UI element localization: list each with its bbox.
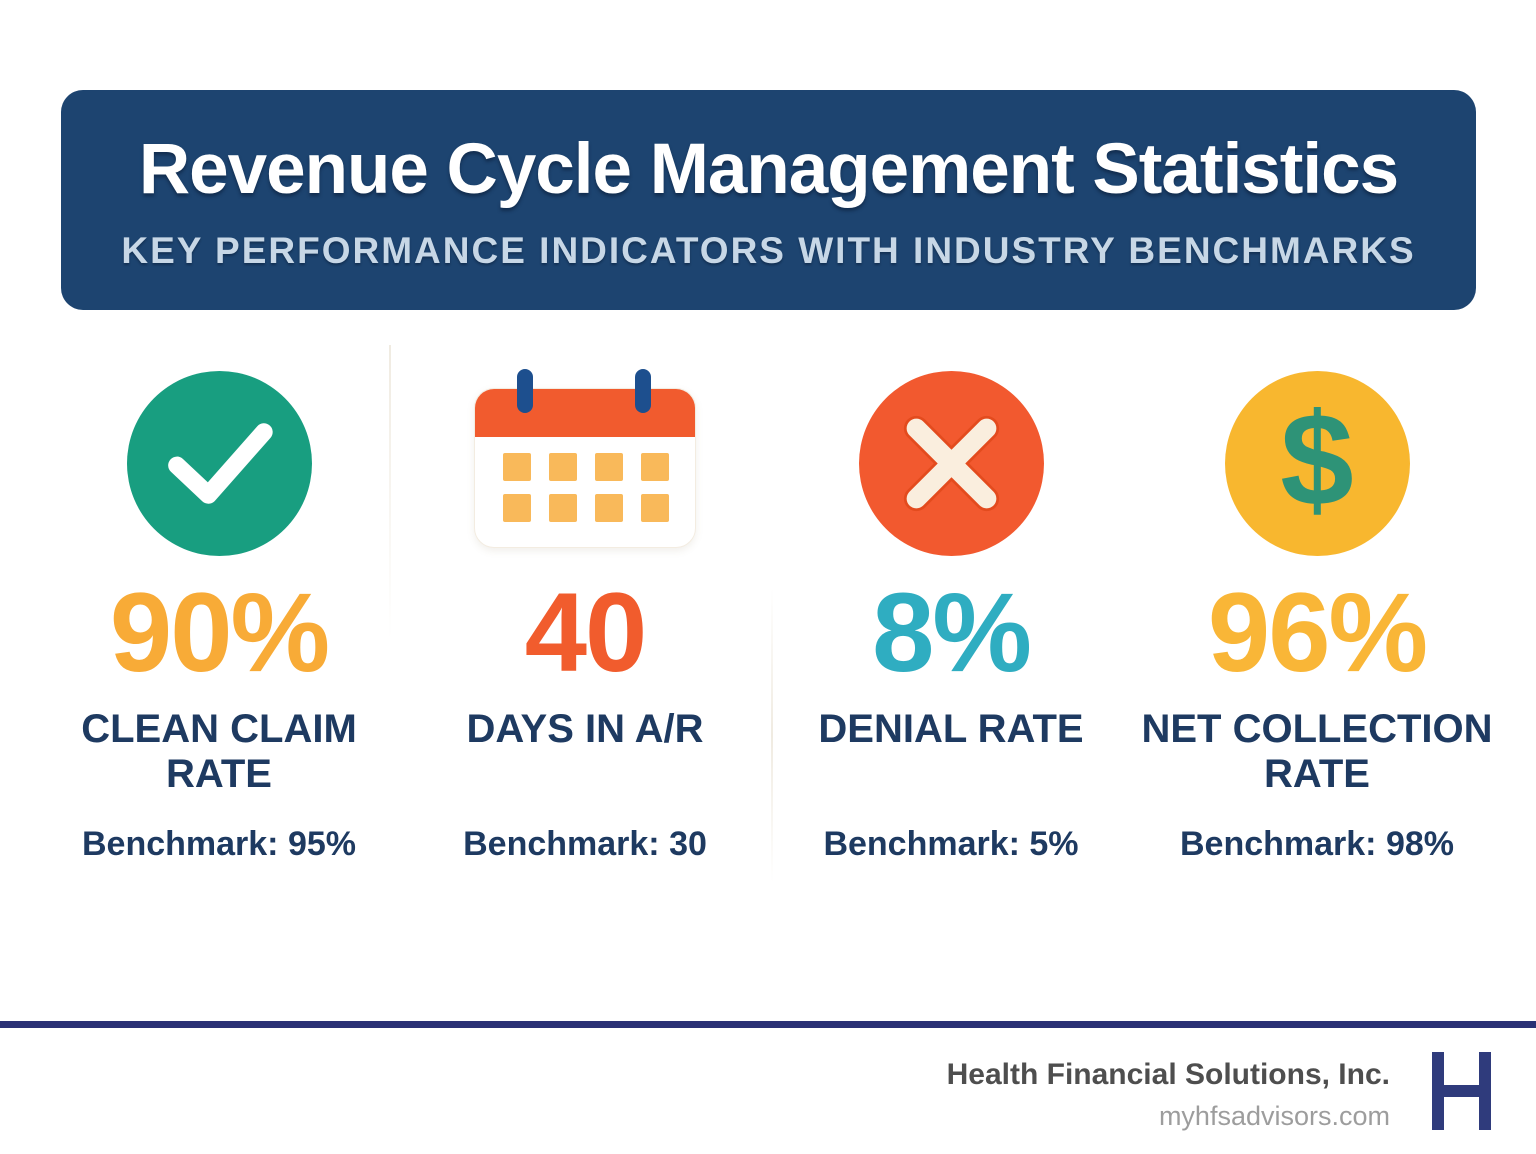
kpi-label: CLEAN CLAIM RATE	[81, 707, 357, 796]
footer-divider-line	[0, 1021, 1536, 1028]
x-circle-icon	[858, 367, 1044, 559]
kpi-benchmark: Benchmark: 95%	[81, 825, 356, 863]
kpi-value: 40	[524, 570, 648, 695]
calendar-header-bar	[475, 389, 695, 437]
calendar-icon	[474, 367, 696, 559]
kpi-card-clean-claim-rate: 90% CLEAN CLAIM RATE Benchmark: 95%	[36, 345, 402, 864]
page-subtitle: KEY PERFORMANCE INDICATORS WITH INDUSTRY…	[121, 229, 1416, 271]
company-website: myhfsadvisors.com	[1158, 1101, 1390, 1131]
company-logo-h-icon	[1432, 1052, 1491, 1130]
calendar-body	[474, 369, 696, 548]
kpi-card-net-collection-rate: $ 96% NET COLLECTION RATE Benchmark: 98%	[1134, 345, 1500, 864]
kpi-benchmark: Benchmark: 98%	[1179, 825, 1454, 863]
page-title: Revenue Cycle Management Statistics	[138, 129, 1399, 209]
column-divider	[389, 345, 391, 640]
kpi-card-days-in-ar: 40 DAYS IN A/R Benchmark: 30	[402, 345, 768, 864]
header-banner: Revenue Cycle Management Statistics KEY …	[61, 90, 1476, 310]
company-name: Health Financial Solutions, Inc.	[946, 1058, 1390, 1091]
calendar-ring	[517, 369, 533, 413]
kpi-value: 96%	[1207, 570, 1428, 695]
check-circle-icon	[126, 367, 312, 559]
calendar-date-grid	[503, 453, 669, 522]
kpi-label: DAYS IN A/R	[466, 707, 704, 751]
kpi-label: DENIAL RATE	[818, 707, 1084, 751]
kpi-row: 90% CLEAN CLAIM RATE Benchmark: 95% 40 D…	[36, 345, 1500, 864]
kpi-benchmark: Benchmark: 30	[463, 825, 707, 863]
kpi-label: NET COLLECTION RATE	[1141, 707, 1493, 796]
kpi-value: 90%	[109, 570, 330, 695]
kpi-card-denial-rate: 8% DENIAL RATE Benchmark: 5%	[768, 345, 1134, 864]
kpi-benchmark: Benchmark: 5%	[823, 825, 1079, 863]
calendar-ring	[635, 369, 651, 413]
kpi-value: 8%	[872, 570, 1032, 695]
footer-text-block: Health Financial Solutions, Inc. myhfsad…	[947, 1058, 1390, 1132]
column-divider	[771, 588, 773, 883]
dollar-circle-icon: $	[1224, 367, 1410, 559]
dollar-sign-glyph: $	[1280, 386, 1354, 533]
